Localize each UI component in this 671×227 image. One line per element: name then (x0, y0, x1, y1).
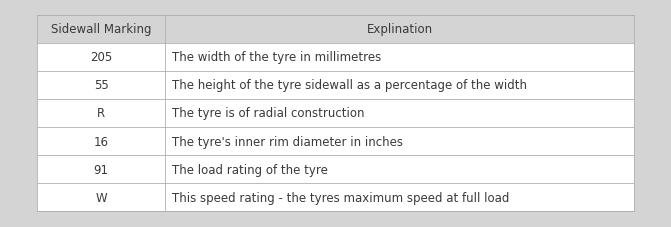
Text: The height of the tyre sidewall as a percentage of the width: The height of the tyre sidewall as a per… (172, 79, 527, 92)
Text: This speed rating - the tyres maximum speed at full load: This speed rating - the tyres maximum sp… (172, 191, 509, 204)
Text: 55: 55 (94, 79, 109, 92)
Text: Sidewall Marking: Sidewall Marking (51, 23, 152, 36)
Text: 16: 16 (93, 135, 109, 148)
Text: The tyre is of radial construction: The tyre is of radial construction (172, 107, 364, 120)
Text: Explination: Explination (366, 23, 433, 36)
Text: 91: 91 (93, 163, 109, 176)
Bar (37, 183, 634, 211)
Text: W: W (95, 191, 107, 204)
Bar (37, 155, 634, 183)
Text: R: R (97, 107, 105, 120)
Bar (37, 16, 634, 44)
Text: The load rating of the tyre: The load rating of the tyre (172, 163, 328, 176)
Bar (37, 72, 634, 100)
Bar (37, 100, 634, 127)
Text: 205: 205 (90, 51, 112, 64)
Text: The width of the tyre in millimetres: The width of the tyre in millimetres (172, 51, 381, 64)
Bar (37, 127, 634, 155)
Text: The tyre's inner rim diameter in inches: The tyre's inner rim diameter in inches (172, 135, 403, 148)
Bar (37, 44, 634, 72)
